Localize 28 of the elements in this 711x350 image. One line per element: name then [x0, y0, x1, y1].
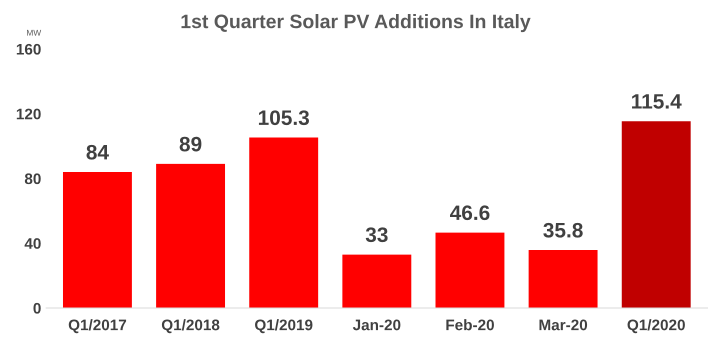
x-tick-label: Q1/2018	[162, 319, 220, 334]
bar	[249, 138, 318, 308]
x-tick-label: Jan-20	[352, 320, 400, 330]
data-label: 84	[86, 144, 109, 160]
data-label: 46.6	[450, 205, 490, 220]
y-tick-label: 120	[16, 108, 41, 120]
x-tick-label: Feb-20	[446, 319, 494, 330]
x-tick-label: Q1/2017	[68, 319, 126, 334]
chart-title: 1st Quarter Solar PV Additions In Italy	[182, 14, 531, 32]
bar	[622, 121, 691, 308]
y-tick-label: 80	[24, 173, 41, 184]
y-tick-label: 40	[24, 238, 41, 249]
y-axis-title: MW	[27, 30, 42, 36]
x-tick-label: Mar-20	[539, 320, 588, 330]
x-tick-label: Q1/2019	[255, 319, 312, 334]
y-tick-label: 160	[16, 44, 41, 55]
data-label: 105.3	[258, 110, 310, 126]
data-label: 89	[180, 136, 202, 152]
data-label: 33	[366, 227, 388, 242]
y-tick-label: 0	[33, 302, 41, 314]
bar	[436, 232, 504, 308]
bar	[528, 250, 598, 308]
bar	[342, 254, 412, 308]
data-label: 35.8	[543, 222, 583, 238]
data-label: 115.4	[632, 94, 682, 109]
bar	[156, 164, 226, 308]
bar	[62, 172, 132, 308]
x-tick-label: Q1/2020	[628, 319, 685, 334]
